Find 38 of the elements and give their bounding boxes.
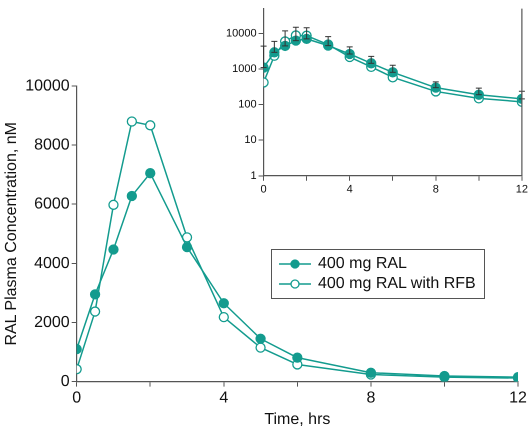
x-tick-label: 12 (509, 390, 527, 407)
x-tick-label: 4 (346, 183, 353, 196)
point (126, 116, 138, 127)
x-tick-label: 8 (432, 183, 439, 196)
legend-label: 400 mg RAL with RFB (318, 275, 476, 293)
point (126, 190, 138, 202)
point (182, 232, 192, 242)
y-axis-title: RAL Plasma Concentration, nM (3, 122, 20, 346)
legend-label: 400 mg RAL (318, 255, 407, 273)
x-tick-label: 8 (366, 390, 376, 407)
y-tick-label: 100 (238, 98, 257, 111)
point (255, 334, 266, 344)
x-tick-label: 4 (219, 390, 228, 407)
point (218, 312, 229, 322)
point (108, 200, 119, 210)
y-tick-label: 10 (244, 134, 257, 146)
x-tick-label: 12 (516, 183, 528, 196)
y-tick-label: 10000 (25, 77, 70, 94)
point (90, 306, 100, 317)
y-tick-label: 8000 (34, 136, 70, 154)
y-tick-label: 0 (60, 373, 70, 390)
point (255, 342, 266, 353)
point (108, 244, 119, 255)
x-tick-label: 0 (72, 390, 82, 407)
x-tick-label: 0 (260, 183, 267, 196)
point (90, 289, 100, 300)
point (218, 298, 229, 308)
y-tick-label: 10000 (226, 28, 257, 40)
y-tick-label: 4000 (34, 254, 70, 272)
point (182, 242, 192, 252)
y-tick-label: 6000 (34, 196, 70, 213)
x-axis-title: Time, hrs (264, 410, 330, 428)
point (145, 168, 156, 178)
y-tick-label: 1000 (232, 63, 257, 76)
point (292, 352, 302, 363)
y-tick-label: 1 (250, 170, 257, 182)
y-tick-label: 2000 (34, 314, 70, 331)
point (145, 120, 156, 130)
